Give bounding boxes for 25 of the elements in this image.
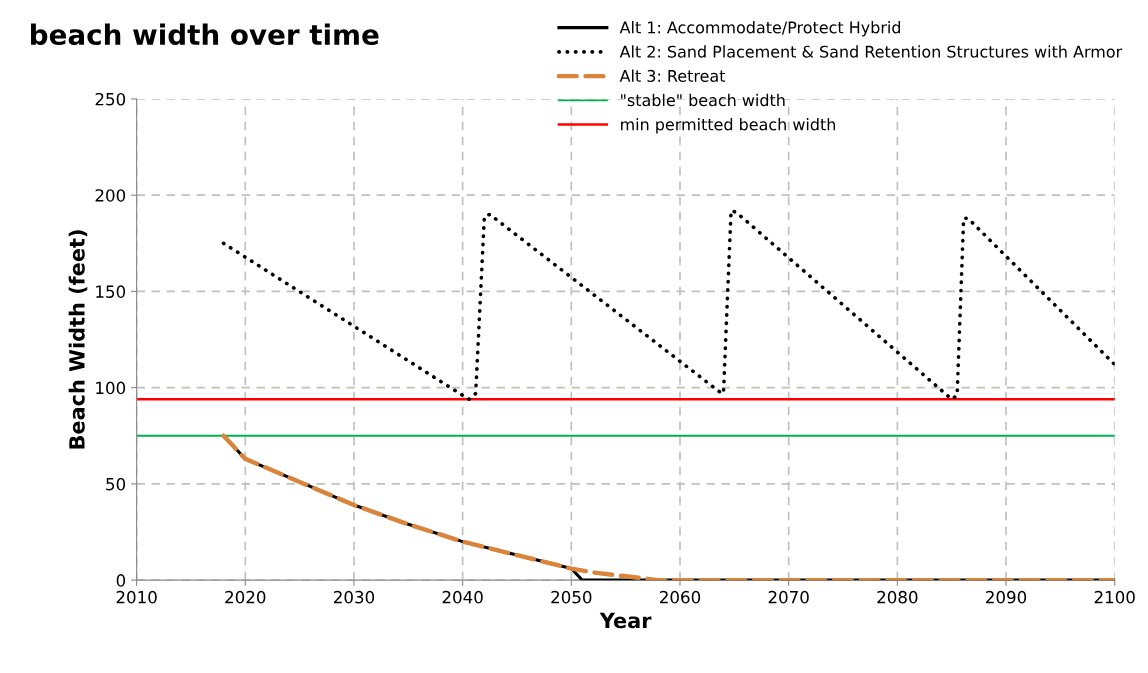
x-tick-label: 2040 (442, 590, 483, 604)
y-tick-label: 250 (95, 92, 126, 106)
x-axis-title: Year (599, 612, 652, 629)
legend-label: Alt 2: Sand Placement & Sand Retention Structures with Armor (619, 45, 1123, 58)
legend-label: Alt 1: Accommodate/Protect Hybrid (619, 21, 901, 37)
x-tick-label: 2010 (116, 590, 157, 604)
y-tick-label: 150 (96, 285, 126, 298)
legend-label: Alt 3: Retreat (619, 69, 726, 82)
x-tick-label: 2100 (1094, 590, 1135, 604)
legend-label: min permitted beach width (621, 118, 836, 134)
y-tick-label: 50 (106, 477, 126, 491)
legend-label: "stable" beach width (621, 93, 785, 107)
y-tick-label: 100 (96, 381, 126, 395)
x-tick-label: 2050 (551, 590, 592, 604)
x-tick-label: 2060 (660, 590, 701, 604)
chart-title: beach width over time (31, 23, 379, 46)
x-tick-label: 2090 (986, 590, 1027, 604)
y-axis-title: Beach Width (feet) (68, 230, 88, 449)
x-tick-label: 2030 (333, 590, 375, 604)
x-tick-label: 2080 (877, 590, 918, 604)
line-series (221, 208, 1115, 402)
y-tick-label: 200 (95, 189, 126, 202)
y-tick-label: 0 (116, 574, 126, 587)
x-tick-label: 2020 (225, 590, 266, 604)
x-tick-label: 2070 (768, 590, 809, 604)
